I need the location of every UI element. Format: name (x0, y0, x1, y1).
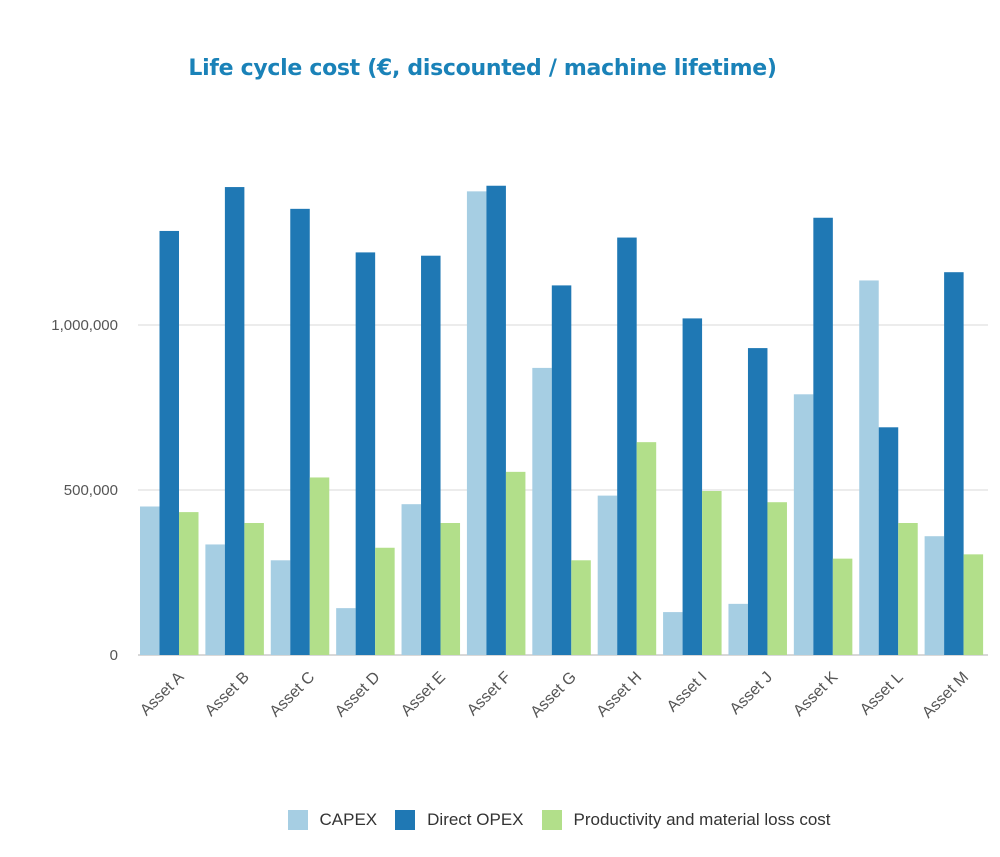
bar-productivity-and-material-loss-cost (179, 512, 199, 655)
bar-direct-opex (290, 208, 310, 655)
bar-capex (532, 367, 552, 655)
legend-item-productivity-loss[interactable]: Productivity and material loss cost (541, 810, 831, 830)
bar-productivity-and-material-loss-cost (505, 471, 526, 655)
y-tick-label: 1,000,000 (51, 317, 118, 334)
legend-item-capex[interactable]: CAPEX (287, 810, 378, 830)
bar-productivity-and-material-loss-cost (375, 547, 395, 655)
bar-direct-opex (224, 187, 245, 655)
bar-capex (924, 536, 945, 655)
chart-title: Life cycle cost (€, discounted / machine… (188, 56, 777, 81)
bar-direct-opex (355, 252, 376, 655)
bar-direct-opex (878, 427, 899, 655)
x-tick-label: Asset G (528, 669, 580, 721)
bar-productivity-and-material-loss-cost (898, 523, 918, 655)
x-tick-label: Asset K (790, 669, 841, 720)
chart-legend: CAPEX Direct OPEX Productivity and mater… (0, 810, 1000, 830)
bar-capex (597, 495, 618, 655)
x-tick-label: Asset C (267, 669, 319, 721)
bar-productivity-and-material-loss-cost (963, 554, 984, 655)
bar-direct-opex (813, 217, 833, 655)
bar-capex (663, 612, 683, 655)
x-tick-label: Asset F (464, 669, 515, 720)
bar-productivity-and-material-loss-cost (636, 442, 657, 655)
bar-direct-opex (159, 230, 179, 655)
y-tick-label: 0 (110, 647, 118, 664)
bar-capex (270, 560, 291, 655)
bar-productivity-and-material-loss-cost (309, 477, 330, 655)
bar-capex (336, 608, 356, 655)
bar-direct-opex (551, 285, 572, 655)
legend-label-productivity-loss: Productivity and material loss cost (573, 810, 831, 829)
bar-capex (140, 506, 160, 655)
bar-productivity-and-material-loss-cost (244, 523, 264, 655)
bar-productivity-and-material-loss-cost (440, 523, 461, 655)
bar-capex (401, 504, 422, 655)
x-tick-label: Asset M (919, 669, 972, 722)
bar-direct-opex (747, 348, 768, 655)
bar-productivity-and-material-loss-cost (702, 490, 722, 655)
legend-label-direct-opex: Direct OPEX (427, 810, 524, 829)
bar-capex (793, 394, 814, 655)
legend-item-direct-opex[interactable]: Direct OPEX (395, 810, 524, 830)
legend-swatch-direct-opex (395, 810, 416, 830)
x-tick-label: Asset I (664, 669, 711, 716)
bar-direct-opex (944, 272, 964, 655)
legend-swatch-capex (287, 810, 308, 830)
bar-productivity-and-material-loss-cost (832, 558, 853, 655)
x-tick-label: Asset J (727, 669, 776, 718)
bar-productivity-and-material-loss-cost (767, 502, 787, 655)
bar-capex (466, 191, 487, 655)
y-tick-label: 500,000 (64, 482, 118, 499)
x-tick-label: Asset E (398, 669, 449, 720)
x-tick-label: Asset D (332, 669, 384, 721)
bar-direct-opex (486, 185, 506, 656)
bar-direct-opex (617, 237, 637, 656)
bar-direct-opex (421, 255, 441, 655)
bar-capex (859, 280, 879, 655)
bar-capex (728, 603, 748, 655)
x-tick-label: Asset B (202, 669, 253, 720)
bar-productivity-and-material-loss-cost (571, 560, 591, 655)
bar-direct-opex (682, 318, 703, 655)
bar-capex (205, 544, 225, 655)
legend-label-capex: CAPEX (319, 810, 378, 829)
x-tick-label: Asset A (137, 669, 188, 720)
x-tick-label: Asset L (857, 669, 907, 719)
legend-swatch-productivity-loss (541, 810, 562, 830)
x-tick-label: Asset H (594, 669, 646, 721)
